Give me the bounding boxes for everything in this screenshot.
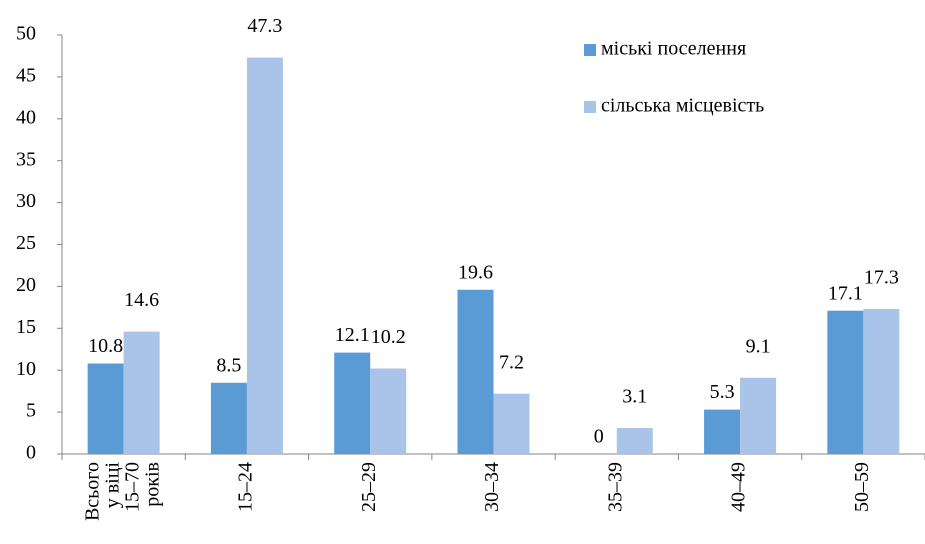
x-tick-label: 40–49 (728, 462, 750, 512)
x-tick-label-line: років (141, 462, 163, 507)
bar (370, 368, 407, 454)
value-label: 10.2 (371, 326, 406, 348)
value-label: 0 (594, 426, 604, 448)
y-tick-label: 40 (16, 106, 36, 128)
y-tick-label: 45 (16, 64, 36, 86)
x-tick-label: 35–39 (604, 462, 626, 512)
legend-label: міські поселення (601, 38, 746, 60)
value-label: 8.5 (216, 354, 241, 376)
y-tick-label: 15 (16, 316, 36, 338)
bar (123, 331, 160, 454)
y-tick-label: 5 (26, 400, 36, 422)
bar (704, 409, 741, 454)
bar (334, 352, 371, 454)
value-label: 17.3 (864, 267, 899, 289)
y-tick-label: 35 (16, 148, 36, 170)
y-tick-label: 10 (16, 358, 36, 380)
value-label: 12.1 (335, 324, 370, 346)
value-label: 7.2 (499, 351, 524, 373)
value-label: 3.1 (622, 386, 647, 408)
x-tick-label: Всьогоу віці15–70років (81, 462, 163, 521)
bar (740, 377, 777, 454)
bar (457, 289, 494, 454)
bar (493, 393, 530, 454)
bar (863, 309, 900, 454)
bar (616, 428, 653, 454)
y-tick-label: 20 (16, 274, 36, 296)
x-tick-label: 15–24 (235, 462, 257, 512)
bar (210, 382, 247, 454)
legend-swatch (584, 44, 596, 56)
x-tick-label-line: у віці (101, 462, 123, 509)
bar (827, 310, 864, 454)
legend-swatch (584, 101, 596, 113)
value-label: 47.3 (247, 15, 282, 37)
legend-label: сільська місцевість (601, 95, 764, 117)
value-label: 17.1 (828, 282, 863, 304)
value-label: 19.6 (458, 261, 493, 283)
value-label: 14.6 (124, 289, 159, 311)
bar (246, 57, 283, 454)
x-tick-label: 30–34 (481, 462, 503, 512)
y-tick-label: 0 (26, 442, 36, 464)
y-tick-label: 30 (16, 190, 36, 212)
value-label: 9.1 (746, 335, 771, 357)
x-tick-label: 25–29 (358, 462, 380, 512)
value-label: 5.3 (710, 381, 735, 403)
bar (87, 363, 124, 454)
y-tick-label: 25 (16, 232, 36, 254)
x-tick-label: 50–59 (851, 462, 873, 512)
y-tick-label: 50 (16, 23, 36, 45)
x-tick-label-line: Всього (81, 462, 103, 521)
value-label: 10.8 (88, 335, 123, 357)
x-tick-label-line: 15–70 (121, 462, 143, 512)
